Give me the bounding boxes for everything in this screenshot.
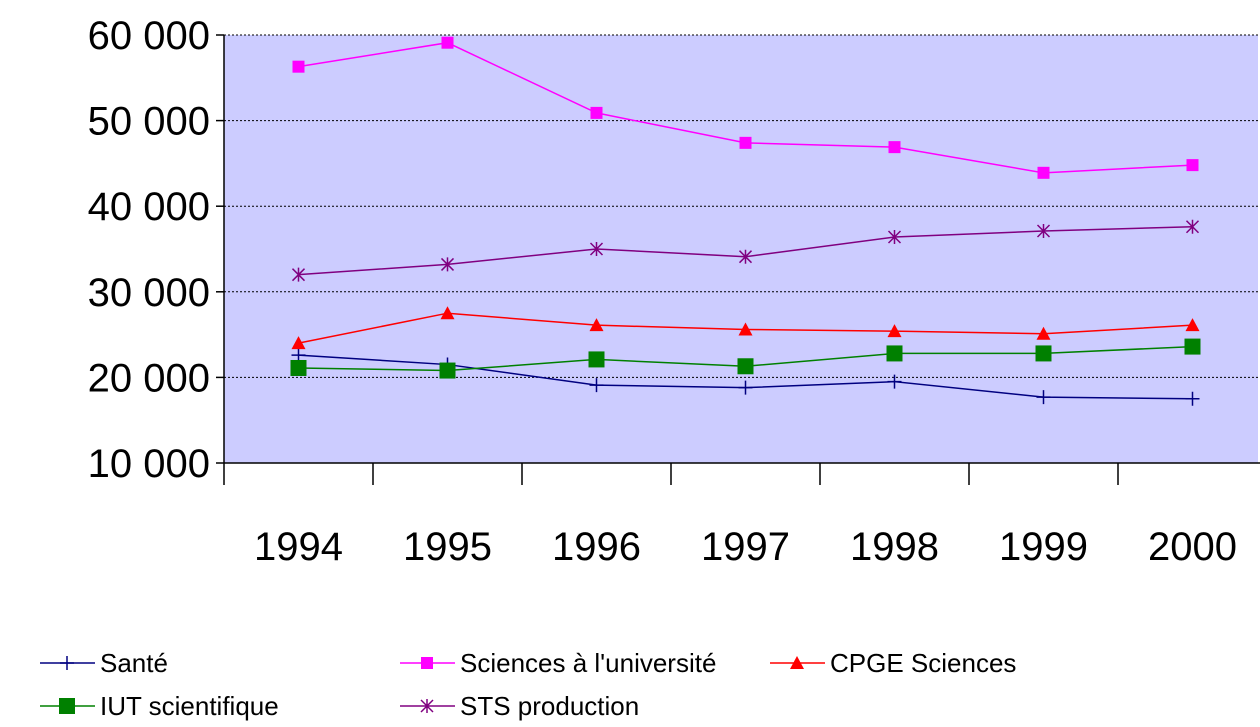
legend-marker: [59, 698, 75, 714]
x-tick-label: 1996: [552, 525, 641, 569]
plot-area: [224, 35, 1258, 463]
marker: [887, 324, 902, 338]
y-tick-label: 50 000: [88, 100, 210, 144]
marker: [739, 136, 752, 149]
legend-label: Sciences à l'université: [460, 648, 716, 678]
x-tick-label: 1997: [701, 525, 790, 569]
legend-marker: [790, 656, 804, 669]
marker: [738, 380, 753, 395]
legend-label: IUT scientifique: [100, 691, 279, 721]
marker: [887, 374, 902, 389]
y-tick-label: 30 000: [88, 271, 210, 315]
marker: [439, 362, 456, 379]
marker: [738, 322, 753, 336]
marker: [737, 358, 754, 375]
legend-label: CPGE Sciences: [830, 648, 1016, 678]
marker: [590, 106, 603, 119]
legend-label: STS production: [460, 691, 639, 721]
marker: [440, 257, 455, 272]
x-tick-label: 1999: [999, 525, 1088, 569]
legend-marker: [421, 657, 433, 669]
x-tick-label: 2000: [1148, 525, 1237, 569]
x-tick-label: 1994: [254, 525, 343, 569]
marker: [790, 656, 804, 669]
marker: [589, 242, 604, 256]
marker: [441, 36, 454, 49]
marker: [1036, 224, 1051, 239]
x-tick-label: 1995: [403, 525, 492, 569]
marker: [1035, 345, 1052, 362]
marker: [421, 657, 433, 669]
marker: [292, 60, 305, 73]
marker: [589, 378, 604, 393]
marker: [1184, 338, 1201, 355]
legend-label: Santé: [100, 648, 168, 678]
x-tick-label: 1998: [850, 525, 939, 569]
marker: [1036, 390, 1051, 405]
marker: [1037, 166, 1050, 179]
marker: [886, 345, 903, 362]
marker: [589, 318, 604, 332]
marker: [440, 306, 455, 320]
marker: [1185, 318, 1200, 332]
marker: [290, 359, 307, 376]
marker: [887, 230, 902, 245]
marker: [1186, 159, 1199, 172]
marker: [1185, 219, 1200, 234]
legend-marker: [60, 656, 74, 670]
y-tick-label: 60 000: [88, 14, 210, 58]
marker: [1036, 326, 1051, 340]
marker: [1185, 391, 1200, 406]
marker: [291, 267, 306, 282]
legend-marker: [420, 699, 434, 713]
marker: [888, 141, 901, 154]
y-tick-label: 20 000: [88, 356, 210, 400]
marker: [420, 699, 434, 713]
marker: [59, 698, 75, 714]
marker: [738, 249, 753, 264]
y-tick-label: 10 000: [88, 442, 210, 486]
marker: [291, 348, 306, 363]
marker: [588, 351, 605, 368]
marker: [60, 656, 74, 670]
y-tick-label: 40 000: [88, 185, 210, 229]
marker: [291, 336, 306, 350]
